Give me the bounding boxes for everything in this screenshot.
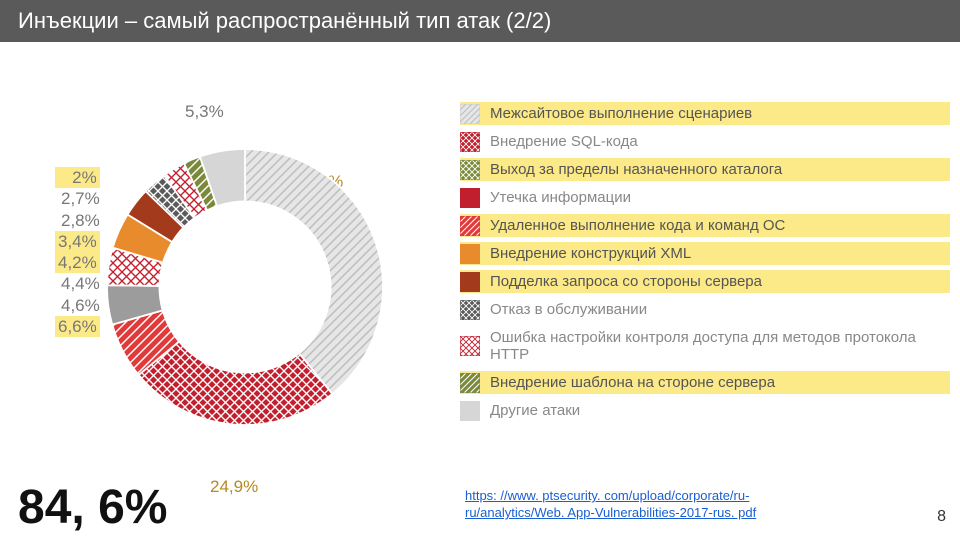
left-label: 6,6% (55, 316, 100, 337)
legend-row: Внедрение конструкций XML (460, 242, 950, 265)
slide-title: Инъекции – самый распространённый тип ат… (18, 8, 551, 34)
legend-row: Внедрение SQL-кода (460, 130, 950, 153)
left-label: 2,7% (55, 188, 100, 209)
slide-content: 2%2,7%2,8% 3,4%4,2%4,4%4,6%6,6% 5,3% 39,… (0, 42, 960, 540)
legend-row: Удаленное выполнение кода и команд ОС (460, 214, 950, 237)
legend-swatch (460, 336, 480, 356)
legend-row: Утечка информации (460, 186, 950, 209)
left-label: 4,4% (55, 273, 100, 294)
legend-label: Отказ в обслуживании (490, 298, 647, 321)
legend-swatch (460, 216, 480, 236)
big-percent: 84, 6% (18, 480, 167, 535)
label-bottom: 24,9% (210, 477, 258, 497)
legend-label: Другие атаки (490, 399, 580, 422)
legend-row: Подделка запроса со стороны сервера (460, 270, 950, 293)
donut-chart (95, 137, 395, 437)
legend-row: Другие атаки (460, 399, 950, 422)
legend-label: Ошибка настройки контроля доступа для ме… (490, 326, 950, 366)
legend-label: Межсайтовое выполнение сценариев (490, 102, 752, 125)
slide-header: Инъекции – самый распространённый тип ат… (0, 0, 960, 42)
source-link[interactable]: https: //www. ptsecurity. com/upload/cor… (465, 488, 756, 522)
left-label: 4,2% (55, 252, 100, 273)
legend-swatch (460, 132, 480, 152)
page-number: 8 (937, 508, 946, 526)
legend-row: Выход за пределы назначенного каталога (460, 158, 950, 181)
left-label: 3,4% (55, 231, 100, 252)
legend-swatch (460, 272, 480, 292)
legend-row: Межсайтовое выполнение сценариев (460, 102, 950, 125)
legend-label: Выход за пределы назначенного каталога (490, 158, 782, 181)
legend-swatch (460, 160, 480, 180)
left-label: 4,6% (55, 295, 100, 316)
legend-swatch (460, 300, 480, 320)
legend-swatch (460, 401, 480, 421)
legend-label: Удаленное выполнение кода и команд ОС (490, 214, 785, 237)
chart-area: 2%2,7%2,8% 3,4%4,2%4,4%4,6%6,6% 5,3% 39,… (0, 62, 460, 540)
label-top-1: 5,3% (185, 102, 224, 122)
legend-label: Утечка информации (490, 186, 631, 209)
legend-row: Ошибка настройки контроля доступа для ме… (460, 326, 950, 366)
legend: Межсайтовое выполнение сценариев Внедрени… (460, 62, 960, 540)
donut-slice (245, 149, 383, 394)
legend-swatch (460, 373, 480, 393)
legend-swatch (460, 244, 480, 264)
legend-label: Внедрение конструкций XML (490, 242, 691, 265)
left-label: 2,8% (55, 210, 100, 231)
legend-label: Внедрение SQL-кода (490, 130, 638, 153)
left-label: 2% (55, 167, 100, 188)
legend-label: Подделка запроса со стороны сервера (490, 270, 762, 293)
legend-label: Внедрение шаблона на стороне сервера (490, 371, 775, 394)
legend-swatch (460, 104, 480, 124)
left-label-stack: 2%2,7%2,8% 3,4%4,2%4,4%4,6%6,6% (55, 167, 100, 337)
legend-row: Отказ в обслуживании (460, 298, 950, 321)
legend-swatch (460, 188, 480, 208)
legend-row: Внедрение шаблона на стороне сервера (460, 371, 950, 394)
